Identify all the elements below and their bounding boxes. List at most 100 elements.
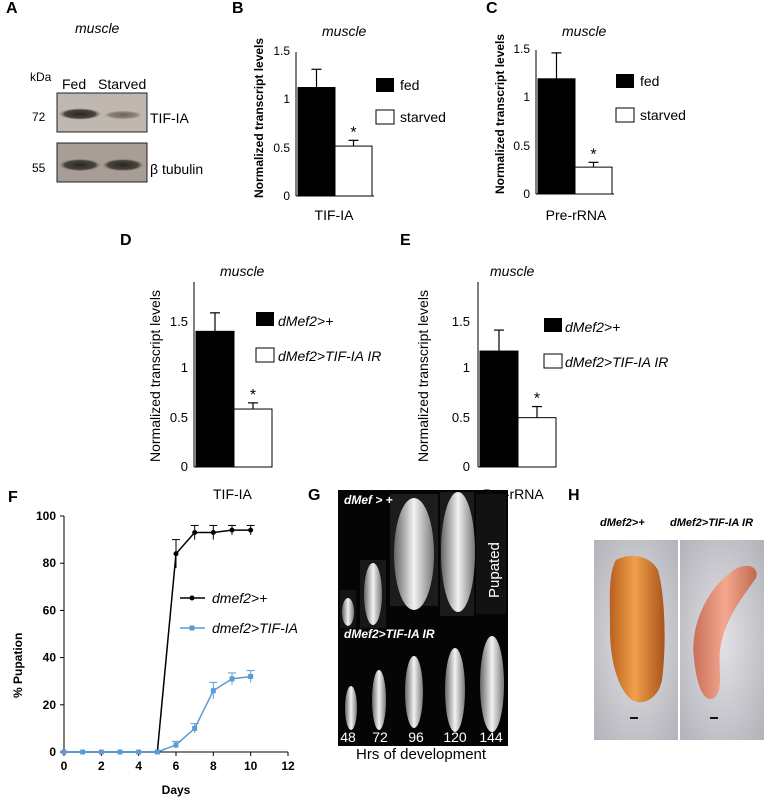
panel-b-xlabel: TIF-IA <box>315 207 355 223</box>
panel-letter-c: C <box>486 0 498 17</box>
legend-swatch-starved <box>375 109 395 125</box>
larvae-micrograph: dMef > + Pupated dMef2>TIF-IA IR 48 72 9… <box>338 490 508 746</box>
marker-72: 72 <box>32 110 46 124</box>
legend-marker-control <box>189 595 195 601</box>
legend-swatch-control <box>256 312 274 326</box>
panel-b-ytick-label: 0.5 <box>273 141 290 155</box>
data-point <box>229 527 235 533</box>
panel-b-ytick-label: 1.5 <box>273 44 290 58</box>
significance-star: * <box>590 146 596 163</box>
y-tick-label: 80 <box>43 556 57 570</box>
panel-letter-h: H <box>568 487 580 504</box>
y-tick-label: 100 <box>36 509 56 523</box>
data-point <box>98 749 104 755</box>
series-line-control <box>64 529 251 753</box>
bar-treated <box>233 408 273 468</box>
legend-label-starved: starved <box>640 107 686 123</box>
larva-knockdown-120h <box>445 648 465 732</box>
larva-knockdown-48h <box>345 686 357 730</box>
marker-55: 55 <box>32 161 46 175</box>
hour-label: 120 <box>443 729 467 745</box>
y-tick-label: 40 <box>43 651 57 665</box>
larvae-photo <box>594 540 764 740</box>
x-tick-label: 6 <box>173 759 180 773</box>
panel-d-tissue: muscle <box>220 263 265 279</box>
x-tick-label: 10 <box>244 759 258 773</box>
panel-d-xlabel: TIF-IA <box>213 486 252 502</box>
series-line-knockdown <box>64 675 251 753</box>
significance-star: * <box>350 124 356 141</box>
blot-image <box>56 92 148 183</box>
legend-swatch-starved <box>615 107 635 123</box>
panel-letter-g: G <box>308 487 321 504</box>
bar-control <box>479 350 519 468</box>
western-blot-panel: muscle kDa Fed Starved 72 55 TIF-IA β tu… <box>0 0 230 200</box>
panel-b-ylabel: Normalized transcript levels <box>252 38 266 198</box>
significance-star: * <box>534 391 540 408</box>
x-tick-label: 12 <box>281 759 295 773</box>
hour-label: 72 <box>372 729 388 745</box>
kda-label: kDa <box>30 70 52 84</box>
panel-d-ytick-label: 1 <box>181 360 188 375</box>
lane-label-starved: Starved <box>98 76 147 92</box>
panel-d-ylabel: Normalized transcript levels <box>147 290 163 462</box>
label-knockdown: dMef2>TIF-IA IR <box>670 517 754 529</box>
hour-label: 48 <box>340 729 356 745</box>
legend-label-control: dMef2>+ <box>565 319 620 335</box>
data-point <box>210 688 216 694</box>
data-point <box>61 749 67 755</box>
legend-swatch-knockdown <box>255 347 275 363</box>
panel-e-yticks: 0 0.5 1 1.5 <box>452 314 470 474</box>
panel-d-yticks: 0 0.5 1 1.5 <box>170 314 188 474</box>
data-point <box>173 551 179 557</box>
panel-c-tissue: muscle <box>562 23 607 39</box>
legend-swatch-fed <box>376 78 394 92</box>
panel-letter-b: B <box>232 0 244 17</box>
panel-d-ytick-label: 1.5 <box>170 314 188 329</box>
bar-control <box>537 78 576 195</box>
panel-c-ytick-label: 0.5 <box>513 139 530 153</box>
panel-f-ylabel: % Pupation <box>11 633 25 698</box>
legend-label-fed: fed <box>400 77 419 93</box>
legend-swatch-knockdown <box>543 353 563 369</box>
legend-marker-knockdown <box>189 625 195 631</box>
panel-b-tissue: muscle <box>322 23 367 39</box>
panel-letter-d: D <box>120 232 132 249</box>
data-point <box>192 725 198 731</box>
larva-control-96h <box>394 498 434 610</box>
panel-d-ytick-label: 0.5 <box>170 410 188 425</box>
data-point <box>248 527 254 533</box>
label-knockdown-genotype: dMef2>TIF-IA IR <box>344 627 435 641</box>
panel-e-ytick-label: 1 <box>463 360 470 375</box>
panel-c-ytick-label: 1.5 <box>513 42 530 56</box>
bar-treated <box>334 145 373 197</box>
data-point <box>136 749 142 755</box>
y-tick-label: 0 <box>49 745 56 759</box>
legend-label-starved: starved <box>400 109 446 125</box>
x-tick-label: 8 <box>210 759 217 773</box>
panel-c-ylabel: Normalized transcript levels <box>493 34 507 194</box>
panel-b-yticks: 0 0.5 1 1.5 <box>273 44 290 203</box>
legend-swatch-fed <box>616 74 634 88</box>
larva-knockdown-photo <box>693 565 757 699</box>
data-point <box>154 749 160 755</box>
band-fed-tif-ia <box>58 108 102 120</box>
panel-letter-f: F <box>8 489 18 506</box>
label-control-genotype: dMef > + <box>344 493 393 507</box>
legend-swatch-control <box>544 318 562 332</box>
panel-g-xlabel: Hrs of development <box>356 746 487 763</box>
panel-d-ytick-label: 0 <box>181 459 188 474</box>
panel-f-xlabel: Days <box>162 783 191 797</box>
legend-label-fed: fed <box>640 73 659 89</box>
larvae-development-panel: dMef > + Pupated dMef2>TIF-IA IR 48 72 9… <box>338 490 508 770</box>
larva-control-48h <box>342 598 354 626</box>
data-point <box>229 676 235 682</box>
chart-panel-e: muscle Normalized transcript levels 0 0.… <box>415 263 668 474</box>
bar-treated <box>517 417 557 468</box>
x-tick-label: 2 <box>98 759 105 773</box>
label-pupated: Pupated <box>486 542 503 598</box>
panel-c-yticks: 0 0.5 1 1.5 <box>513 42 530 201</box>
y-tick-label: 20 <box>43 698 57 712</box>
data-point <box>173 742 179 748</box>
y-tick-label: 60 <box>43 603 57 617</box>
